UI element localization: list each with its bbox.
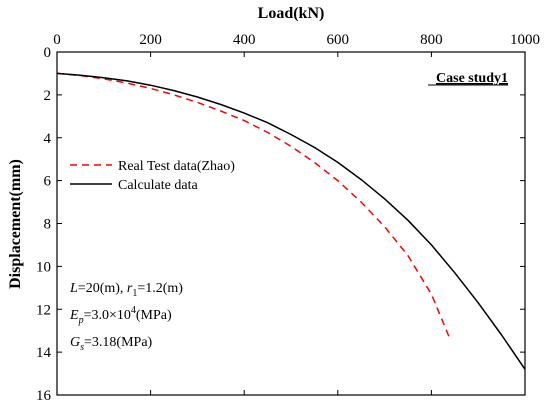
x-tick-label: 600 [327, 32, 350, 48]
x-tick-label: 0 [53, 32, 61, 48]
y-tick-label: 14 [36, 345, 52, 361]
y-tick-label: 0 [44, 45, 52, 61]
y-tick-label: 2 [44, 88, 52, 104]
y-tick-label: 6 [44, 174, 52, 190]
legend-label-calc: Calculate data [118, 178, 198, 193]
series-line-test-data [56, 72, 451, 340]
x-tick-label: 1000 [510, 32, 540, 48]
param-line-3: Gs=3.18(MPa) [70, 335, 153, 353]
x-ticks: 0 200 400 600 800 1000 [53, 32, 540, 395]
param-line-1: L=20(m), r1=1.2(m) [69, 281, 183, 299]
x-axis-title: Load(kN) [258, 5, 325, 22]
parameters: L=20(m), r1=1.2(m) Ep=3.0×104(MPa) Gs=3.… [69, 281, 183, 353]
y-tick-label: 12 [36, 302, 51, 318]
case-study-label: Case study1 [436, 71, 508, 86]
series-line-calculate-data [56, 72, 526, 370]
y-tick-label: 8 [44, 217, 52, 233]
x-tick-label: 800 [420, 32, 443, 48]
y-tick-label: 16 [36, 388, 52, 404]
legend-label-test: Real Test data(Zhao) [118, 159, 235, 174]
y-axis-title: Displacement(mm) [7, 159, 24, 289]
x-tick-label: 400 [233, 32, 256, 48]
y-ticks: 0 2 4 6 8 10 12 14 16 [36, 45, 525, 404]
param-line-2: Ep=3.0×104(MPa) [69, 305, 172, 326]
series-group [56, 72, 526, 370]
x-tick-label: 200 [139, 32, 162, 48]
y-tick-label: 10 [36, 259, 51, 275]
y-tick-label: 4 [44, 131, 52, 147]
legend: Real Test data(Zhao) Calculate data [70, 159, 235, 193]
